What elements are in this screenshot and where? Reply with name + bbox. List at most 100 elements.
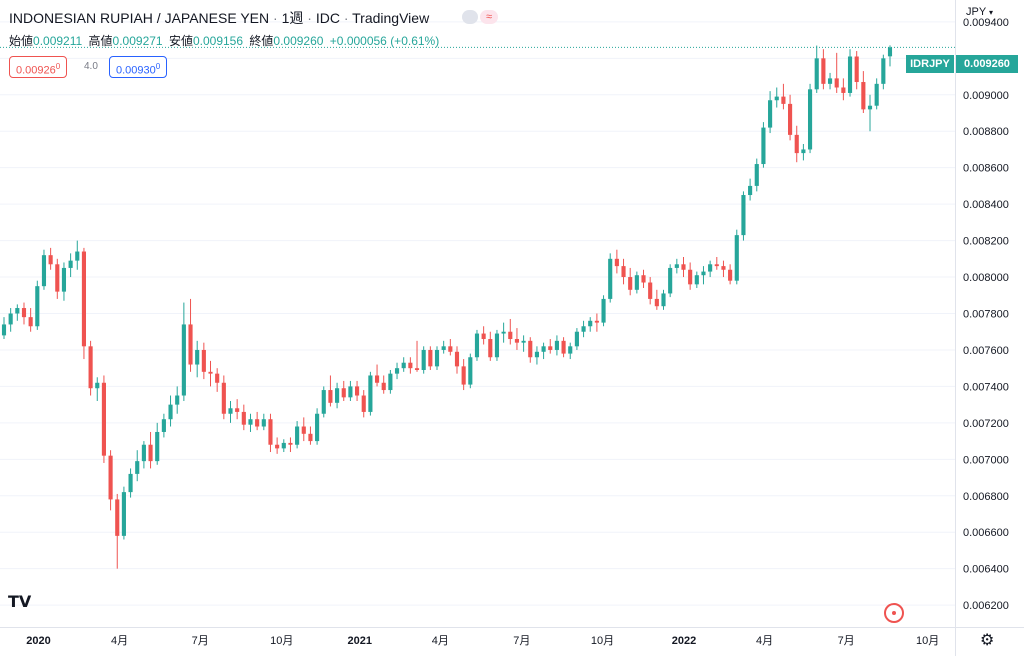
candle-body — [361, 395, 366, 412]
platform-label: TradingView — [352, 10, 430, 26]
buy-price-button[interactable]: 0.009300 — [109, 56, 168, 78]
candle — [788, 94, 793, 141]
candle-body — [55, 264, 60, 292]
candle-body — [88, 346, 93, 389]
candle-body — [461, 366, 466, 385]
candle — [488, 331, 493, 361]
candle — [75, 240, 80, 270]
candle-body — [301, 426, 306, 434]
candle — [454, 346, 460, 374]
candle — [21, 302, 27, 325]
candle-body — [754, 164, 759, 186]
price-tick-label: 0.009400 — [963, 17, 1009, 29]
candle — [608, 253, 613, 303]
candle-body — [514, 339, 520, 343]
candle — [1, 317, 7, 340]
candle-body — [528, 340, 533, 358]
sell-price-button[interactable]: 0.009260 — [9, 56, 68, 78]
interval-label[interactable]: 1週 — [281, 10, 304, 26]
candle — [241, 404, 246, 431]
candle — [668, 264, 673, 298]
candle-body — [827, 78, 833, 84]
close-label: 終値 — [249, 34, 274, 48]
candle-body — [688, 269, 693, 285]
candle — [208, 360, 213, 387]
candle-body — [608, 258, 613, 299]
currency-label: JPY — [966, 6, 986, 18]
price-tick-label: 0.006800 — [963, 491, 1009, 503]
symbol-title[interactable]: INDONESIAN RUPIAH / JAPANESE YEN — [9, 10, 270, 26]
candle — [834, 52, 839, 93]
candle — [481, 326, 486, 345]
price-axis-ticks: 0.0094000.0092000.0090000.0088000.008600… — [963, 17, 1009, 612]
ask-value: 0.00930 — [116, 64, 156, 77]
gear-icon[interactable]: ⚙ — [980, 632, 995, 649]
price-tick-label: 0.006200 — [963, 600, 1009, 612]
candle — [754, 158, 759, 192]
candle — [528, 337, 533, 363]
candle-body — [328, 390, 333, 403]
candle — [315, 408, 320, 445]
candle-body — [681, 264, 686, 270]
candle — [781, 83, 786, 110]
candle — [807, 83, 813, 154]
candle — [421, 346, 426, 374]
candle-body — [201, 349, 206, 372]
candle — [288, 437, 293, 453]
candle-body — [774, 96, 779, 101]
candle — [661, 289, 666, 310]
candle-body — [661, 293, 666, 307]
ohlc-legend: 始値0.009211 高値0.009271 安値0.009156 終値0.009… — [9, 32, 442, 49]
candle-body — [181, 324, 186, 396]
candle-body — [794, 134, 799, 154]
candle-body — [841, 87, 846, 93]
candle-body — [121, 492, 126, 536]
wave-indicator-pill-icon[interactable]: ≈ — [480, 10, 498, 24]
price-tick-label: 0.008800 — [963, 126, 1009, 138]
candle-body — [847, 56, 853, 93]
hide-indicator-pill-icon[interactable] — [462, 10, 478, 24]
record-icon[interactable] — [884, 603, 904, 623]
candle — [854, 51, 859, 90]
candle-body — [261, 419, 266, 427]
candle-body — [15, 308, 20, 314]
candle — [614, 249, 619, 274]
candle — [101, 375, 106, 463]
candle — [594, 313, 599, 332]
time-tick-label: 2022 — [672, 635, 696, 647]
candle — [348, 380, 353, 401]
candle — [381, 375, 386, 394]
candle-body — [108, 455, 113, 500]
candle — [108, 450, 113, 511]
candle-body — [708, 264, 713, 272]
candle-body — [374, 375, 380, 383]
candle — [8, 308, 13, 332]
candle-body — [807, 89, 813, 150]
candle — [68, 253, 73, 278]
price-tick-label: 0.008600 — [963, 163, 1009, 175]
candle — [548, 339, 553, 354]
candle — [308, 426, 313, 445]
candle — [861, 71, 866, 114]
candle — [821, 49, 826, 90]
candle — [748, 178, 753, 201]
candle-body — [248, 419, 253, 425]
candle — [95, 377, 100, 401]
candle — [61, 262, 67, 301]
currency-selector[interactable]: JPY ▾ — [966, 6, 993, 18]
candle — [394, 362, 400, 380]
candle-body — [867, 105, 873, 110]
candle — [541, 342, 546, 360]
candle-body — [441, 346, 446, 350]
candle-body — [115, 499, 120, 536]
price-tick-label: 0.007200 — [963, 418, 1009, 430]
tradingview-logo-icon[interactable]: 𝗧𝗩 — [8, 594, 32, 611]
candle-body — [255, 419, 260, 427]
candle — [321, 386, 326, 418]
candle-body — [208, 371, 213, 374]
candle — [734, 229, 739, 285]
candle-body — [821, 58, 826, 84]
candle-body — [468, 357, 473, 385]
time-tick-label: 7月 — [513, 635, 530, 647]
